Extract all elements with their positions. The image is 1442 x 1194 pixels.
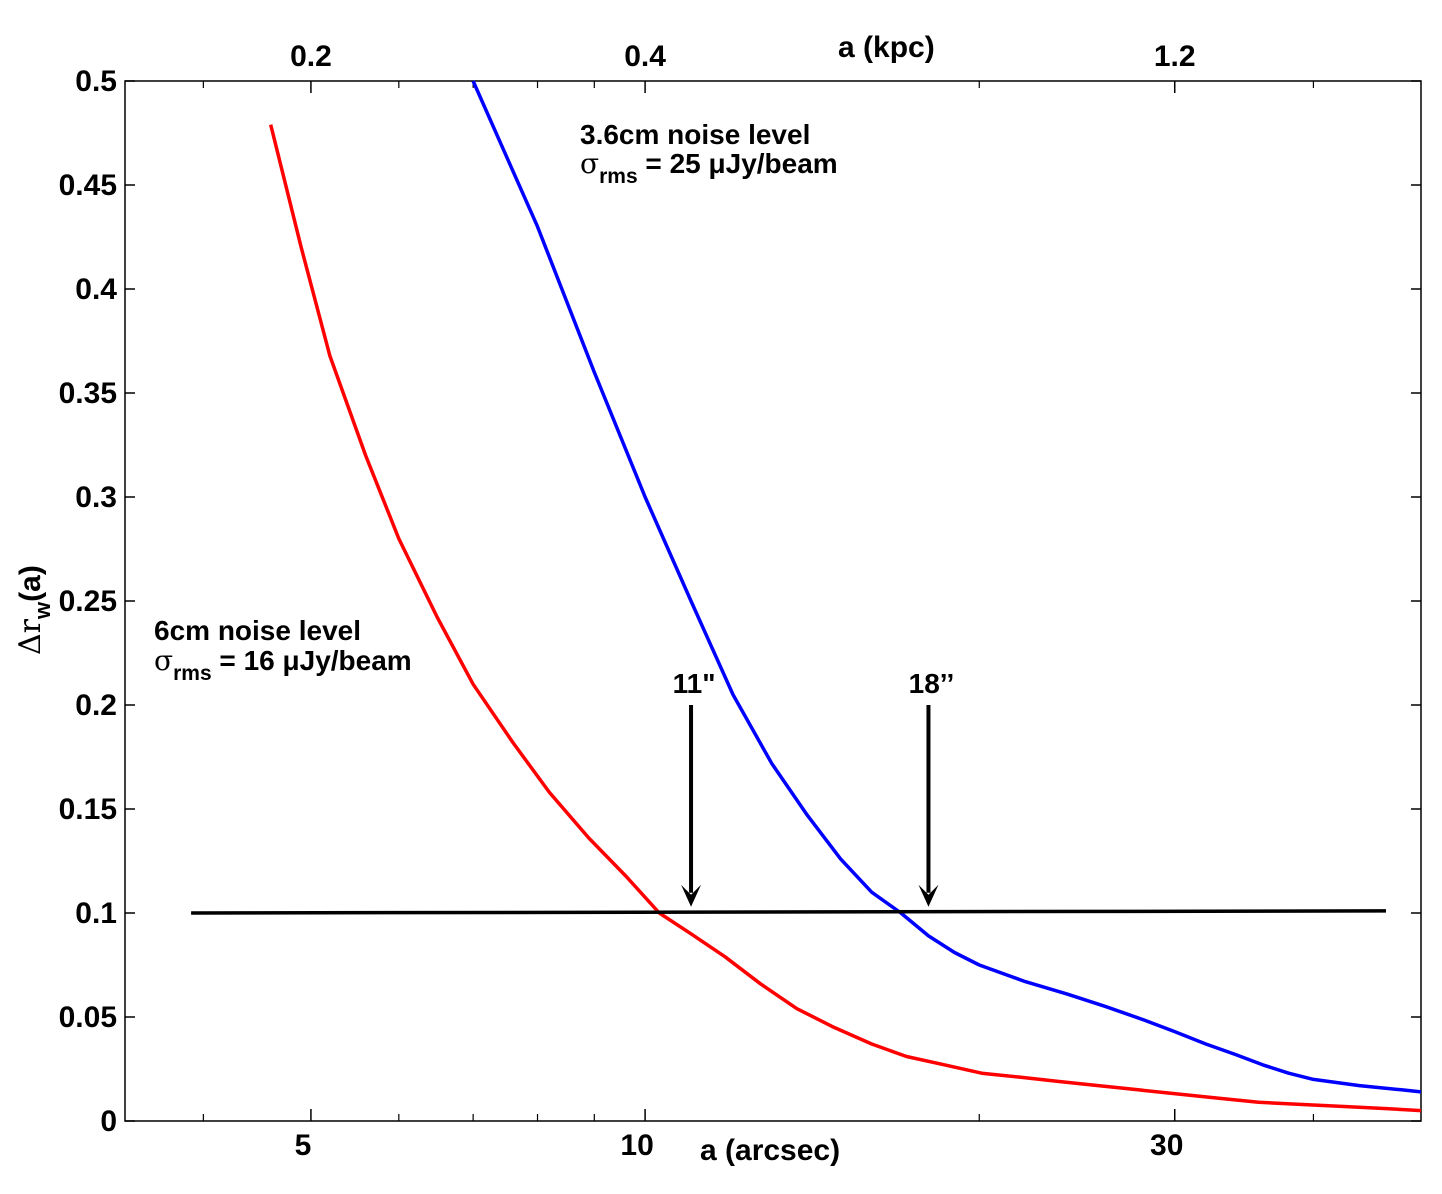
series-line-3-6cm-noise-level bbox=[471, 80, 1422, 1094]
series-line-6cm-noise-level bbox=[269, 124, 1422, 1113]
x-tick-label: 10 bbox=[620, 1129, 653, 1162]
arrow-11-head bbox=[681, 884, 702, 907]
red-annotation-title: 6cm noise level bbox=[154, 615, 361, 646]
top-tick-label: 0.4 bbox=[624, 40, 666, 73]
red-annotation-sigma: σrms = 16 μJy/beam bbox=[154, 644, 412, 685]
red-sigma-sub: rms bbox=[173, 662, 212, 685]
red-sigma-symbol: σ bbox=[154, 644, 173, 677]
red-sigma-value: = 16 μJy/beam bbox=[212, 645, 412, 676]
x-axis-title: a (arcsec) bbox=[700, 1134, 840, 1167]
blue-annotation-title: 3.6cm noise level bbox=[580, 119, 810, 150]
annotation-layer: 11" 18’’ bbox=[673, 668, 955, 907]
x-tick-label: 30 bbox=[1150, 1129, 1183, 1162]
plot-area bbox=[124, 80, 1422, 1122]
blue-sigma-sub: rms bbox=[599, 165, 638, 188]
y-tick-label: 0.4 bbox=[75, 273, 117, 306]
blue-sigma-symbol: σ bbox=[580, 147, 599, 180]
y-axis-title-main: Δr bbox=[13, 618, 48, 655]
arrow-11-label: 11" bbox=[673, 668, 716, 699]
y-tick-label: 0 bbox=[100, 1105, 117, 1138]
y-tick-label: 0.5 bbox=[75, 65, 117, 98]
y-axis-title-sub: w bbox=[30, 601, 55, 620]
y-tick-label: 0.45 bbox=[59, 169, 117, 202]
top-axis-title: a (kpc) bbox=[838, 31, 935, 64]
y-axis-title-suffix: (a) bbox=[14, 565, 47, 602]
y-tick-label: 0.25 bbox=[59, 585, 117, 618]
y-tick-label: 0.3 bbox=[75, 481, 117, 514]
axis-ticks: 0 0.05 0.1 0.15 0.2 0.25 0.3 0.35 0.4 0.45 0.5 5 10 3… bbox=[59, 40, 1421, 1162]
y-tick-label: 0.2 bbox=[75, 689, 117, 722]
y-tick-label: 0.15 bbox=[59, 793, 117, 826]
top-tick-label: 1.2 bbox=[1154, 40, 1196, 73]
y-tick-label: 0.35 bbox=[59, 377, 117, 410]
y-tick-label: 0.05 bbox=[59, 1001, 117, 1034]
y-axis-title: Δrw(a) bbox=[13, 565, 55, 655]
arrow-18-label: 18’’ bbox=[909, 668, 955, 699]
blue-sigma-value: = 25 μJy/beam bbox=[638, 148, 838, 179]
x-tick-label: 5 bbox=[295, 1129, 312, 1162]
series-layer bbox=[191, 80, 1422, 1113]
top-tick-label: 0.2 bbox=[290, 40, 332, 73]
blue-annotation-sigma: σrms = 25 μJy/beam bbox=[580, 147, 838, 188]
series-line-threshold bbox=[191, 909, 1387, 915]
arrow-18-head bbox=[918, 884, 939, 907]
y-tick-label: 0.1 bbox=[75, 897, 117, 930]
